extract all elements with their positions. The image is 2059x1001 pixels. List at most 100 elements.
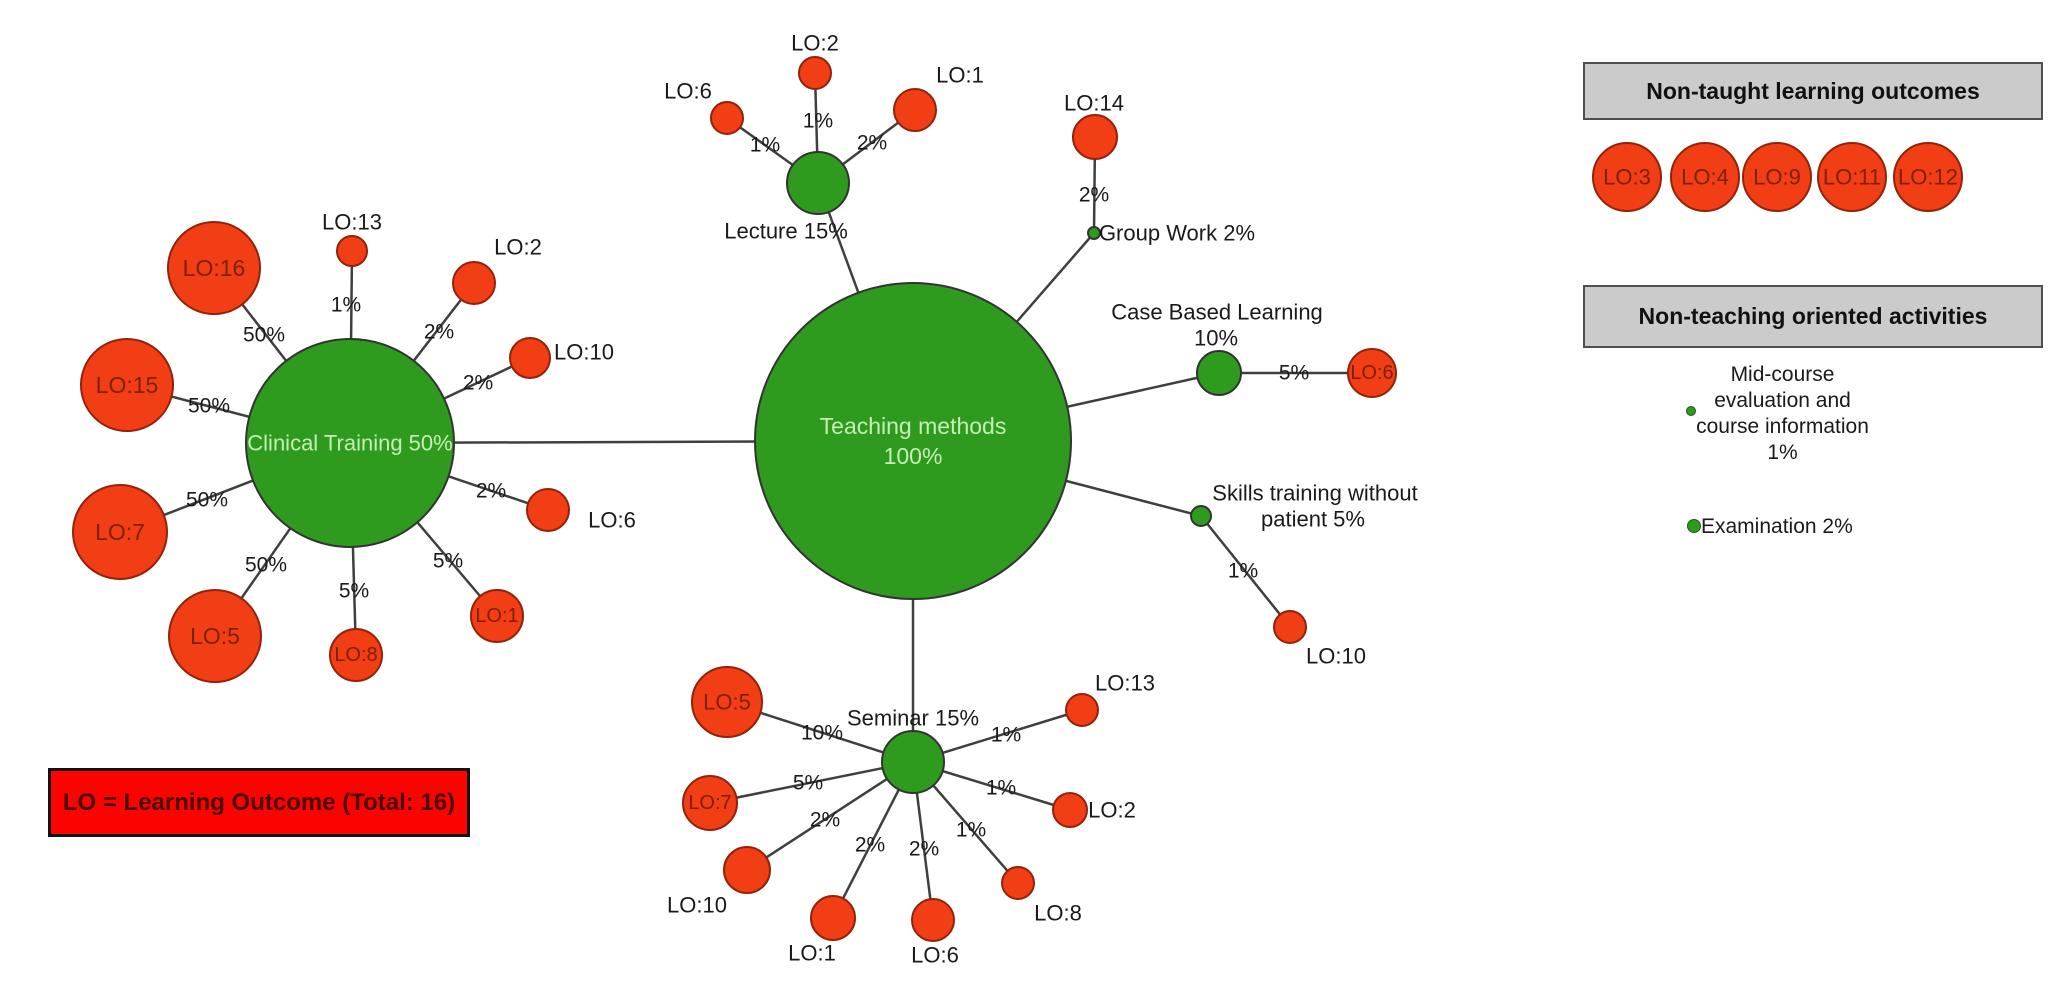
lo-circle: [526, 488, 570, 532]
edge-percent-label: 5%: [793, 772, 823, 795]
lo-circle: [682, 775, 738, 831]
edge-percent-label: 5%: [1279, 362, 1309, 385]
lo-circle: [168, 589, 262, 683]
edge-percent-label: 1%: [1228, 560, 1258, 583]
midcourse-line-3: course information: [1696, 415, 1869, 438]
lo-inner-label: LO:7: [95, 519, 145, 545]
lo-circle: [1065, 693, 1099, 727]
edge-percent-label: 2%: [909, 838, 939, 861]
edge-line: [746, 760, 914, 872]
lo-circle: [329, 628, 383, 682]
lo-label: LO:6: [664, 79, 712, 104]
green-node-inner-label: 100%: [884, 443, 943, 469]
lo-circle: [893, 88, 937, 132]
lo-circle: [1347, 348, 1397, 398]
edge-percent-label: 1%: [956, 819, 986, 842]
lo-inner-label: LO:8: [334, 644, 377, 666]
lo-circle: [470, 589, 524, 643]
lo-circle: [1670, 142, 1740, 212]
green-node-seminar: [881, 730, 945, 794]
lo-circle: [691, 666, 763, 738]
lo-circle: [509, 337, 551, 379]
lo-label: LO:13: [1095, 671, 1155, 696]
lo-circle: [336, 235, 368, 267]
edge-percent-label: 2%: [476, 480, 506, 503]
edge-percent-label: 5%: [339, 580, 369, 603]
green-node-label: Seminar 15%: [847, 706, 979, 731]
edge-percent-label: 10%: [801, 722, 843, 745]
green-node-label: patient 5%: [1261, 507, 1365, 532]
legend-non-teaching-box: Non-teaching oriented activities: [1583, 285, 2043, 348]
green-node-skills-training: [1190, 505, 1212, 527]
lo-inner-label: LO:1: [475, 605, 518, 627]
lo-circle: [1052, 792, 1088, 828]
legend-non-taught-box: Non-taught learning outcomes: [1583, 62, 2043, 120]
lo-circle: [167, 221, 261, 315]
lo-inner-label: LO:4: [1681, 165, 1729, 190]
edge-percent-label: 5%: [433, 550, 463, 573]
edge-line: [1200, 515, 1291, 628]
lo-circle: [1742, 142, 1812, 212]
green-node-clinical-training: [245, 338, 455, 548]
lo-circle: [810, 895, 856, 941]
lo-inner-label: LO:12: [1898, 165, 1958, 190]
green-node-label: Case Based Learning: [1111, 300, 1323, 325]
lo-circle: [723, 846, 771, 894]
green-node-inner-label: Teaching methods: [820, 413, 1007, 439]
legend-non-teaching-title: Non-teaching oriented activities: [1638, 303, 1988, 329]
lo-label: LO:8: [1034, 901, 1082, 926]
edge-percent-label: 2%: [810, 809, 840, 832]
green-node-case-based-learning: [1196, 350, 1242, 396]
lo-label: LO:10: [554, 340, 614, 365]
lo-inner-label: LO:7: [688, 792, 731, 814]
lo-circle: [1817, 142, 1887, 212]
lo-label: LO:2: [494, 235, 542, 260]
lo-note-box: LO = Learning Outcome (Total: 16): [48, 768, 470, 837]
edge-percent-label: 2%: [463, 372, 493, 395]
lo-circle: [798, 56, 832, 90]
midcourse-line-2: evaluation and: [1714, 389, 1851, 412]
green-node-label: 10%: [1194, 326, 1238, 351]
edge-percent-label: 2%: [424, 321, 454, 344]
green-node-lecture: [786, 151, 850, 215]
edge-percent-label: 2%: [857, 132, 887, 155]
midcourse-dot-icon: [1686, 406, 1696, 416]
edge-percent-label: 50%: [245, 554, 287, 577]
midcourse-line-1: Mid-course: [1730, 363, 1835, 386]
green-node-teaching-methods: [754, 282, 1072, 600]
edge-percent-label: 2%: [1079, 184, 1109, 207]
lo-label: LO:13: [322, 210, 382, 235]
edge-percent-label: 1%: [986, 777, 1016, 800]
lo-inner-label: LO:15: [96, 372, 159, 398]
lo-circle: [1072, 114, 1118, 160]
lo-inner-label: LO:6: [1350, 362, 1393, 384]
lo-circle: [911, 898, 955, 942]
edge-line: [709, 760, 914, 805]
lo-inner-label: LO:16: [183, 255, 246, 281]
green-node-inner-label: Clinical Training 50%: [247, 431, 452, 456]
lo-label: LO:10: [667, 893, 727, 918]
legend-non-taught-title: Non-taught learning outcomes: [1646, 77, 1980, 104]
lo-label: LO:14: [1064, 91, 1124, 116]
lo-inner-label: LO:11: [1823, 165, 1881, 190]
lo-circle: [80, 338, 174, 432]
midcourse-line-4: 1%: [1767, 441, 1798, 464]
examination-label: Examination 2%: [1701, 515, 1853, 538]
lo-inner-label: LO:3: [1603, 165, 1651, 190]
lo-circle: [1001, 866, 1035, 900]
lo-label: LO:2: [791, 31, 839, 56]
edge-percent-label: 1%: [803, 110, 833, 133]
green-node-label: Group Work 2%: [1099, 221, 1255, 246]
lo-inner-label: LO:9: [1753, 165, 1801, 190]
lo-circle: [710, 101, 744, 135]
midcourse-label: Mid-course evaluation and course informa…: [1655, 362, 1910, 466]
lo-circle: [72, 484, 168, 580]
lo-label: LO:1: [936, 63, 984, 88]
green-node-label: Lecture 15%: [724, 219, 848, 244]
lo-label: LO:1: [788, 941, 836, 966]
edge-percent-label: 50%: [188, 395, 230, 418]
edge-percent-label: 1%: [750, 134, 780, 157]
examination-dot-icon: [1687, 519, 1701, 533]
lo-label: LO:6: [588, 508, 636, 533]
